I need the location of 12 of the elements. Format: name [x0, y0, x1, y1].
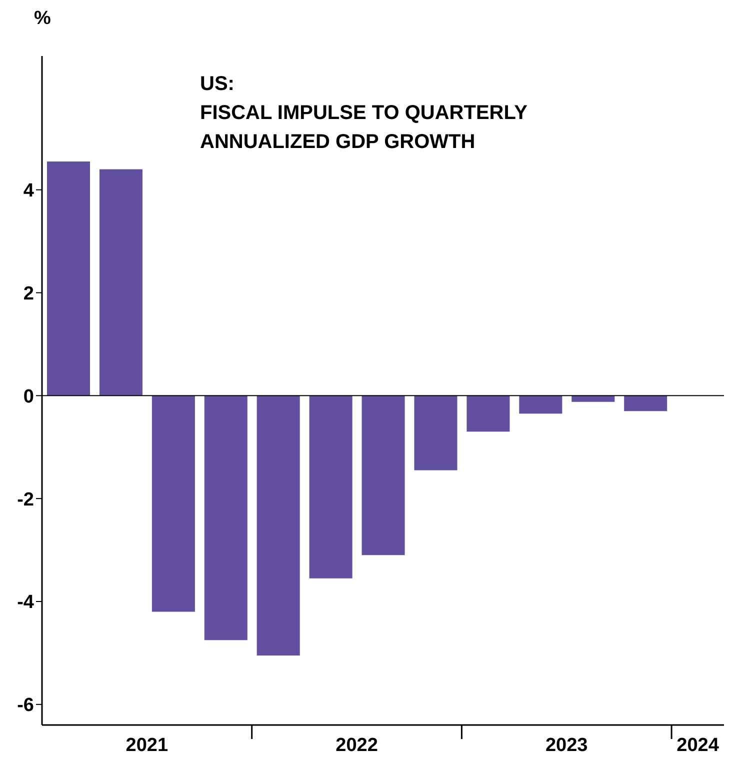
y-tick-label: 0: [23, 386, 34, 408]
y-tick-label: -4: [17, 592, 34, 614]
y-axis-title: %: [34, 8, 51, 30]
x-tick-label: 2022: [336, 735, 378, 756]
text: US: FISCAL IMPULSE TO QUARTERLY ANNUALIZED GDP GROWTH: [200, 72, 528, 155]
y-tick-label: 4: [23, 180, 34, 202]
x-tick-label: 2023: [545, 735, 588, 756]
x-tick-label: 2021: [126, 735, 168, 756]
y-tick-label: -2: [17, 489, 34, 510]
y-tick-label: 2: [23, 283, 34, 304]
y-tick-label: -6: [17, 695, 34, 716]
x-tick-label: 2024: [676, 735, 720, 756]
